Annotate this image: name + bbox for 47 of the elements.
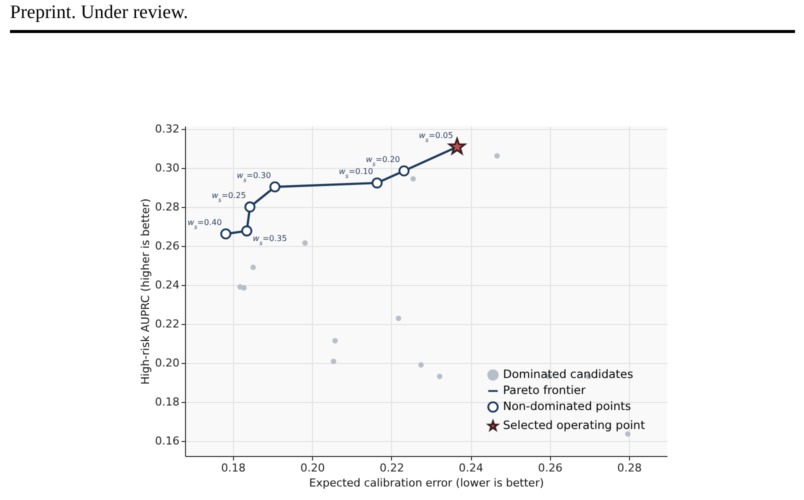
annotation: w$_{s}$=0.25 [212, 190, 246, 204]
y-tick-label: 0.28 [155, 200, 180, 214]
legend-label: Pareto frontier [503, 383, 586, 397]
point [241, 225, 252, 236]
point [220, 228, 232, 240]
legend-label: Selected operating point [503, 418, 646, 432]
y-tick-label: 0.24 [155, 278, 180, 292]
y-tick-label: 0.30 [155, 161, 180, 174]
text: Preprint. Under review. [10, 2, 188, 24]
annotation: w$_{s}$=0.10 [338, 166, 374, 180]
annotation: w$_{s}$=0.05 [418, 130, 454, 144]
point [269, 181, 280, 192]
point [244, 201, 256, 212]
annotation: w$_{s}$=0.30 [236, 170, 271, 184]
x-tick-label: 0.18 [221, 462, 246, 474]
annotation: w$_{s}$=0.35 [252, 234, 287, 246]
y-tick-label: 0.20 [155, 356, 180, 370]
point [372, 177, 383, 188]
point [398, 165, 410, 176]
point [396, 316, 402, 322]
x-tick-label: 0.26 [538, 462, 563, 474]
point [625, 431, 631, 437]
x-tick-label: 0.20 [300, 462, 325, 474]
point [494, 153, 500, 159]
x-tick-label: 0.24 [458, 462, 484, 474]
legend-label: Non-dominated points [503, 399, 632, 413]
annotation: w$_{s}$=0.40 [188, 218, 222, 230]
x-axis-title: Expected calibration error (lower is better) [309, 476, 544, 490]
point [241, 285, 247, 291]
y-tick-label: 0.22 [155, 317, 180, 330]
point [332, 338, 338, 344]
y-tick-label: 0.26 [155, 239, 180, 252]
x-tick-label: 0.22 [380, 462, 404, 474]
point [436, 374, 442, 380]
y-tick-label: 0.32 [155, 122, 180, 136]
y-axis-title: High-risk AUPRC (higher is better) [139, 198, 152, 385]
annotation: w$_{s}$=0.20 [366, 154, 400, 168]
point [448, 138, 466, 154]
point [410, 176, 416, 182]
point [302, 240, 308, 246]
point [418, 362, 424, 368]
y-tick-label: 0.18 [155, 395, 180, 408]
point [250, 264, 256, 270]
y-tick-label: 0.16 [155, 434, 180, 448]
legend-label: Dominated candidates [503, 367, 634, 381]
point [330, 358, 336, 364]
x-tick-label: 0.28 [617, 462, 642, 474]
